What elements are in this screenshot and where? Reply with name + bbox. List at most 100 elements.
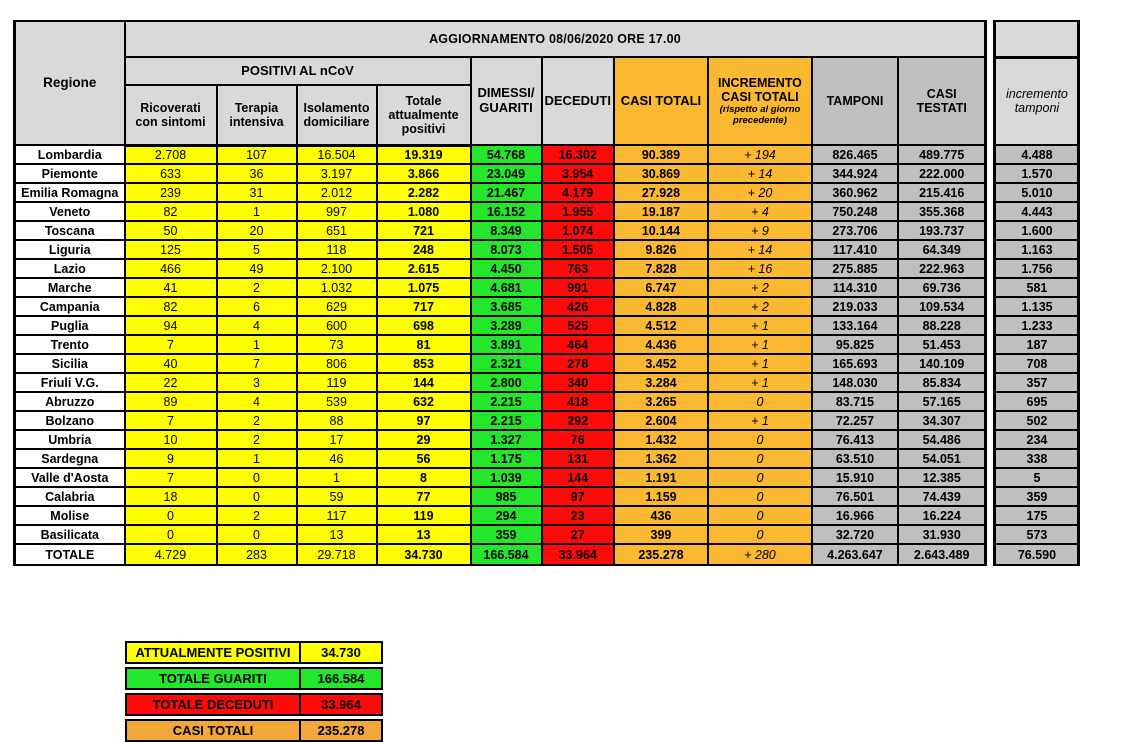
cell-tamponi: 83.715 [810, 391, 899, 412]
cell-incremento-tamponi: 1.163 [993, 239, 1081, 260]
table-gap [985, 525, 995, 544]
cell-isolamento: 88 [295, 410, 378, 431]
cell-isolamento: 119 [295, 372, 378, 393]
cell-tamponi: 750.248 [810, 201, 899, 222]
cell-guariti: 8.073 [469, 239, 543, 260]
cell-incremento-casi: 0 [706, 524, 813, 545]
region-row: Puglia 94 4 600 698 3.289 525 4.512 + 1 133.164 88… [13, 315, 1081, 336]
table-gap [985, 240, 995, 259]
col-header-incremento-casi: INCREMENTO CASI TOTALI (rispetto al gior… [706, 56, 813, 146]
region-row: Molise 0 2 117 119 294 23 436 0 16.966 16.224 175 [13, 505, 1081, 526]
cell-regione: TOTALE [13, 543, 126, 566]
cell-totale-positivi: 2.615 [375, 258, 472, 279]
cell-casi-testati: 85.834 [896, 372, 988, 393]
cell-ricoverati: 4.729 [123, 543, 218, 566]
table-gap [985, 164, 995, 183]
cell-totale-positivi: 2.282 [375, 182, 472, 203]
cell-casi-totali: 30.869 [612, 163, 709, 184]
cell-casi-testati: 74.439 [896, 486, 988, 507]
table-gap [985, 297, 995, 316]
cell-casi-testati: 69.736 [896, 277, 988, 298]
col-header-tamponi: TAMPONI [810, 56, 899, 146]
cell-tamponi: 15.910 [810, 467, 899, 488]
cell-casi-totali: 235.278 [612, 543, 709, 566]
legend-row: ATTUALMENTE POSITIVI 34.730 [125, 641, 383, 664]
cell-regione: Molise [13, 505, 126, 526]
cell-deceduti: 27 [540, 524, 615, 545]
col-header-ricoverati: Ricoverati con sintomi [123, 84, 218, 147]
cell-casi-totali: 399 [612, 524, 709, 545]
cell-terapia: 0 [215, 467, 298, 488]
cell-casi-testati: 51.453 [896, 334, 988, 355]
cell-deceduti: 97 [540, 486, 615, 507]
cell-casi-testati: 54.051 [896, 448, 988, 469]
table-gap [985, 57, 995, 145]
cell-incremento-casi: 0 [706, 429, 813, 450]
cell-guariti: 21.467 [469, 182, 543, 203]
region-row: Basilicata 0 0 13 13 359 27 399 0 32.720 31.930 573 [13, 524, 1081, 545]
legend-label: TOTALE DECEDUTI [127, 695, 301, 714]
cell-incremento-casi: + 1 [706, 334, 813, 355]
cell-incremento-tamponi: 5 [993, 467, 1081, 488]
cell-casi-testati: 16.224 [896, 505, 988, 526]
cell-casi-totali: 436 [612, 505, 709, 526]
cell-incremento-tamponi: 1.756 [993, 258, 1081, 279]
cell-ricoverati: 125 [123, 239, 218, 260]
col-header-casi-testati: CASI TESTATI [896, 56, 988, 146]
cell-tamponi: 95.825 [810, 334, 899, 355]
cell-ricoverati: 22 [123, 372, 218, 393]
cell-ricoverati: 0 [123, 505, 218, 526]
table-gap [985, 21, 995, 57]
cell-guariti: 4.681 [469, 277, 543, 298]
cell-isolamento: 17 [295, 429, 378, 450]
cell-ricoverati: 40 [123, 353, 218, 374]
cell-regione: Basilicata [13, 524, 126, 545]
cell-guariti: 23.049 [469, 163, 543, 184]
cell-casi-testati: 64.349 [896, 239, 988, 260]
cell-terapia: 49 [215, 258, 298, 279]
cell-regione: Liguria [13, 239, 126, 260]
cell-incremento-tamponi: 187 [993, 334, 1081, 355]
cell-terapia: 0 [215, 524, 298, 545]
cell-casi-totali: 1.432 [612, 429, 709, 450]
cell-casi-testati: 140.109 [896, 353, 988, 374]
legend-value: 235.278 [317, 723, 365, 738]
table-gap [985, 316, 995, 335]
cell-incremento-casi: 0 [706, 467, 813, 488]
cell-incremento-casi: + 16 [706, 258, 813, 279]
table-gap [985, 335, 995, 354]
col-header-totale-positivi: Totale attualmente positivi [375, 84, 472, 147]
cell-terapia: 1 [215, 448, 298, 469]
cell-terapia: 2 [215, 410, 298, 431]
cell-deceduti: 1.074 [540, 220, 615, 241]
cell-casi-testati: 193.737 [896, 220, 988, 241]
cell-casi-testati: 57.165 [896, 391, 988, 412]
table-gap [985, 487, 995, 506]
cell-regione: Emilia Romagna [13, 182, 126, 203]
region-row: Trento 7 1 73 81 3.891 464 4.436 + 1 95.825 51.453… [13, 334, 1081, 355]
region-row: Umbria 10 2 17 29 1.327 76 1.432 0 76.413 54.486 23… [13, 429, 1081, 450]
legend-value: 34.730 [321, 645, 361, 660]
table-gap [985, 544, 995, 565]
cell-incremento-casi: 0 [706, 448, 813, 469]
cell-casi-totali: 4.436 [612, 334, 709, 355]
cell-ricoverati: 466 [123, 258, 218, 279]
cell-casi-testati: 88.228 [896, 315, 988, 336]
cell-incremento-tamponi: 76.590 [993, 543, 1081, 566]
cell-incremento-casi: + 280 [706, 543, 813, 566]
cell-regione: Lazio [13, 258, 126, 279]
cell-deceduti: 16.302 [540, 144, 615, 165]
cell-incremento-casi: + 1 [706, 353, 813, 374]
cell-totale-positivi: 81 [375, 334, 472, 355]
region-row: Liguria 125 5 118 248 8.073 1.505 9.826 + 14 117.… [13, 239, 1081, 260]
cell-regione: Piemonte [13, 163, 126, 184]
cell-ricoverati: 7 [123, 410, 218, 431]
cell-incremento-casi: + 14 [706, 239, 813, 260]
cell-casi-totali: 3.452 [612, 353, 709, 374]
cell-regione: Trento [13, 334, 126, 355]
legend-row: TOTALE DECEDUTI 33.964 [125, 693, 383, 716]
cell-guariti: 3.685 [469, 296, 543, 317]
cell-regione: Umbria [13, 429, 126, 450]
cell-isolamento: 117 [295, 505, 378, 526]
